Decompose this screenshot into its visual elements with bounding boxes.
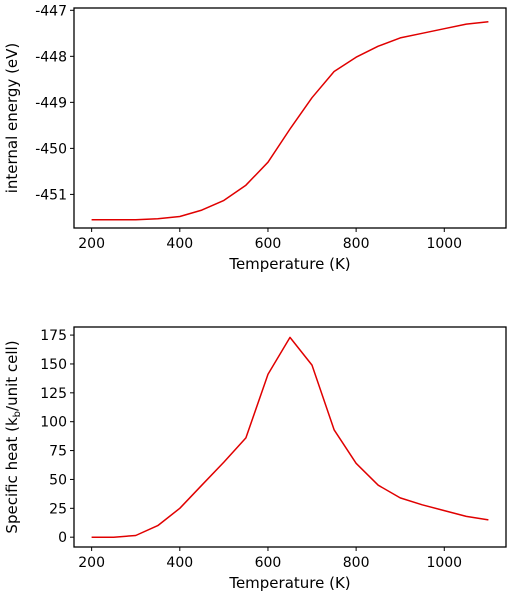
y-tick-label: 100 (40, 415, 67, 431)
y-tick-label: 0 (58, 530, 67, 546)
x-axis-label: Temperature (K) (228, 255, 350, 273)
x-tick-label: 600 (255, 236, 282, 252)
internal-energy-chart: 200 400 600 800 1000 -447 -448 -449 -450 -451 Tem… (3, 3, 507, 273)
series-group (91, 336, 489, 538)
y-tick-label: -447 (35, 3, 67, 19)
y-axis-label: internal energy (eV) (3, 43, 21, 194)
plot-frame (73, 326, 507, 548)
x-tick-label: 1000 (426, 236, 462, 252)
x-tick-label: 800 (343, 236, 370, 252)
x-tick-label: 800 (343, 555, 370, 571)
y-tick-label: 175 (40, 328, 67, 344)
y-tick-label: -448 (35, 49, 67, 65)
plot-frame (73, 7, 507, 229)
y-tick-label: 125 (40, 386, 67, 402)
tick-group: 200 400 600 800 1000 0 25 50 75 100 125 150 175 (40, 328, 462, 571)
x-tick-label: 600 (255, 555, 282, 571)
x-tick-label: 400 (166, 236, 193, 252)
y-tick-label: -449 (35, 95, 67, 111)
y-axis-label-suffix: /unit cell) (3, 340, 21, 411)
tick-group: 200 400 600 800 1000 -447 -448 -449 -450 -451 (35, 3, 462, 252)
y-tick-label: -450 (35, 141, 67, 157)
y-axis-label: Specific heat (kb/unit cell) (3, 340, 23, 533)
y-axis-label-subscript: b (12, 411, 23, 417)
series-line (91, 21, 489, 221)
x-tick-label: 400 (166, 555, 193, 571)
y-tick-label: 50 (49, 472, 67, 488)
x-axis-label: Temperature (K) (228, 574, 350, 592)
x-tick-label: 200 (78, 555, 105, 571)
x-tick-label: 1000 (426, 555, 462, 571)
y-tick-label: 75 (49, 444, 67, 460)
y-tick-label: -451 (35, 187, 67, 203)
y-tick-label: 25 (49, 501, 67, 517)
y-tick-label: 150 (40, 357, 67, 373)
specific-heat-chart: 200 400 600 800 1000 0 25 50 75 100 125 150 175 Temp… (3, 326, 507, 592)
x-tick-label: 200 (78, 236, 105, 252)
series-group (91, 21, 489, 221)
y-axis-label-main: Specific heat (k (3, 417, 21, 534)
series-line (91, 336, 489, 538)
